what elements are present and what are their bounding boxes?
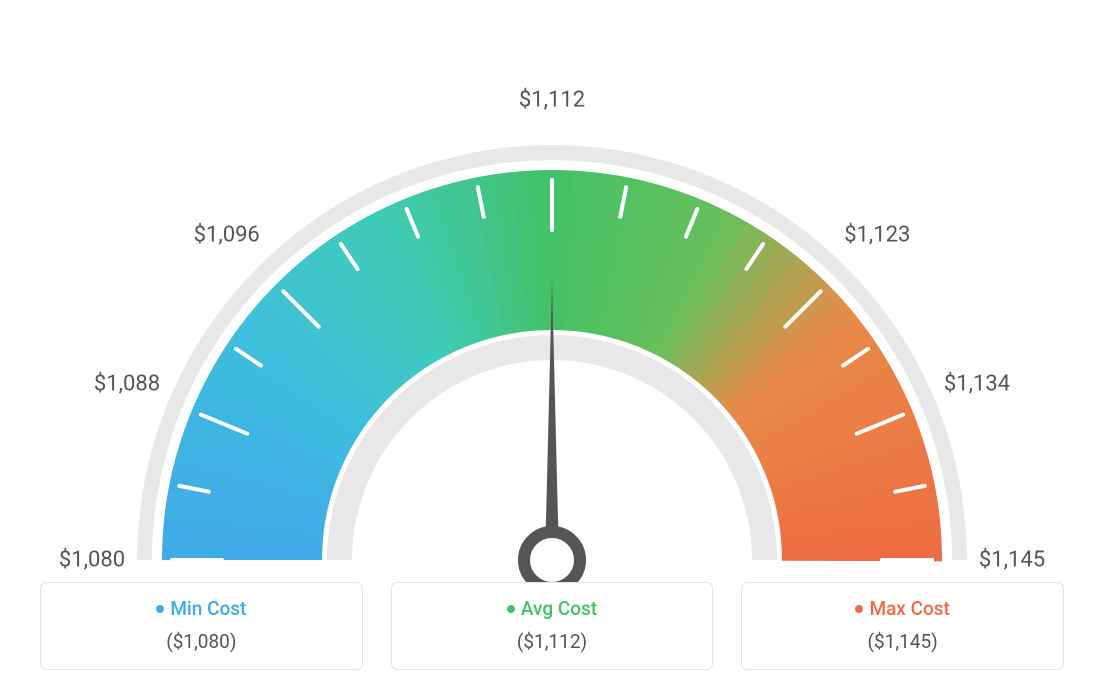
legend-card-min-cost: Min Cost ($1,080) (40, 582, 363, 670)
legend-title-text: Max Cost (869, 597, 949, 620)
gauge-tick-label: $1,134 (944, 371, 1010, 396)
gauge-area: $1,080$1,088$1,096$1,112$1,123$1,134$1,1… (0, 0, 1104, 560)
gauge-needle-hub (524, 532, 580, 588)
legend-dot-icon (156, 605, 164, 613)
legend-value: ($1,145) (752, 630, 1053, 653)
legend-row: Min Cost ($1,080) Avg Cost ($1,112) Max Cost… (0, 582, 1104, 670)
legend-dot-icon (507, 605, 515, 613)
gauge-chart-container: $1,080 $1,088 $1,096 $1,112 $1,123 $1,134 $1,1… (0, 0, 1104, 690)
gauge-tick-label: $1,080 (59, 548, 125, 573)
gauge-tick-label: $1,145 (979, 548, 1045, 573)
gauge-tick-label: $1,096 (194, 222, 260, 247)
legend-title-text: Avg Cost (521, 597, 597, 620)
gauge-tick-label: $1,123 (844, 222, 910, 247)
legend-title: Max Cost (752, 597, 1053, 620)
legend-title: Min Cost (51, 597, 352, 620)
legend-card-avg-cost: Avg Cost ($1,112) (391, 582, 714, 670)
legend-title: Avg Cost (402, 597, 703, 620)
legend-dot-icon (855, 605, 863, 613)
legend-value: ($1,112) (402, 630, 703, 653)
legend-title-text: Min Cost (170, 597, 246, 620)
gauge-tick-label: $1,088 (94, 371, 160, 396)
gauge-svg (0, 30, 1104, 590)
gauge-tick-label: $1,112 (519, 88, 585, 113)
legend-card-max-cost: Max Cost ($1,145) (741, 582, 1064, 670)
legend-value: ($1,080) (51, 630, 352, 653)
